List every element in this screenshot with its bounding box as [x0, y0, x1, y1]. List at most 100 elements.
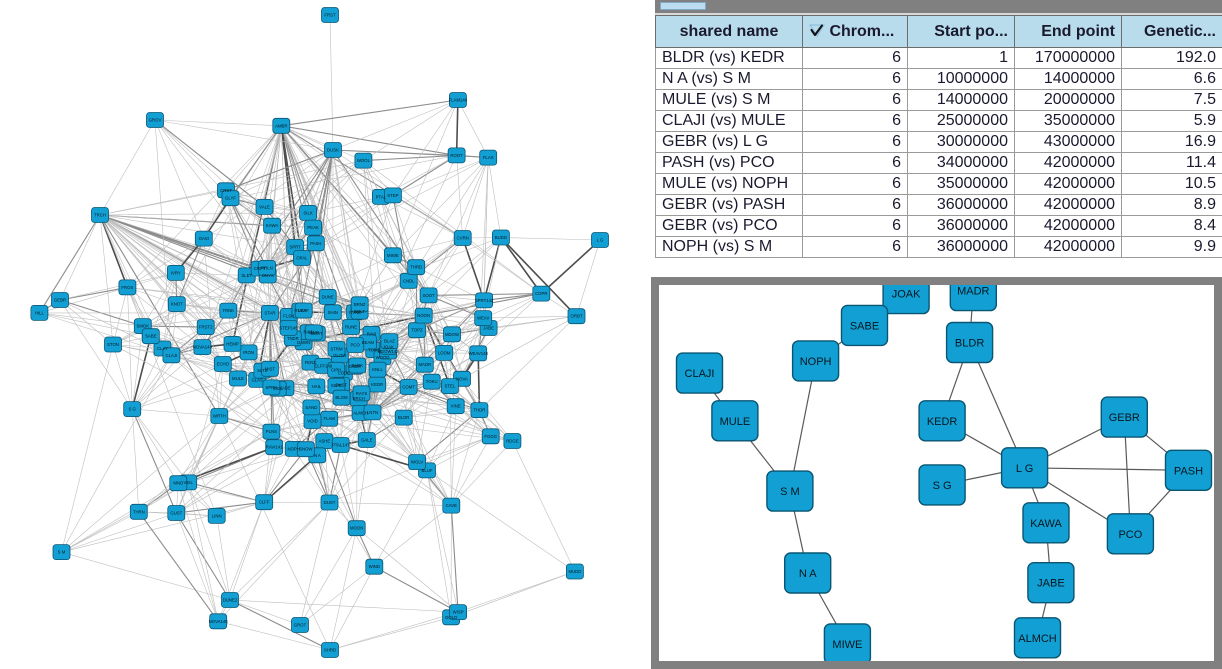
svg-text:KAWA: KAWA	[266, 223, 278, 228]
svg-text:STAR: STAR	[264, 310, 275, 315]
svg-text:PASH: PASH	[310, 241, 321, 246]
svg-text:SHRD: SHRD	[324, 648, 336, 653]
svg-text:SOOT: SOOT	[423, 293, 436, 298]
svg-text:LNTN: LNTN	[367, 410, 378, 415]
svg-text:SLVR: SLVR	[308, 330, 319, 335]
svg-text:JOAK: JOAK	[383, 344, 394, 349]
svg-text:JOAK: JOAK	[892, 289, 921, 301]
svg-text:CLAY: CLAY	[157, 346, 168, 351]
svg-text:VEIL: VEIL	[184, 480, 194, 485]
svg-text:MULE: MULE	[232, 376, 244, 381]
svg-text:GLOW: GLOW	[333, 353, 347, 358]
svg-text:SPRT142: SPRT142	[475, 298, 494, 303]
svg-text:LINN: LINN	[212, 513, 222, 518]
svg-text:TOPZ: TOPZ	[411, 328, 423, 333]
svg-text:GOLD: GOLD	[445, 615, 457, 620]
svg-text:KEDR: KEDR	[927, 416, 958, 428]
svg-text:MUDD: MUDD	[568, 569, 581, 574]
svg-text:CLFF: CLFF	[259, 500, 270, 505]
svg-text:SMOK: SMOK	[136, 324, 149, 329]
svg-text:PCO: PCO	[1118, 529, 1142, 541]
svg-text:ECHO: ECHO	[217, 362, 230, 367]
svg-text:NOVA144: NOVA144	[193, 345, 213, 350]
svg-text:S G: S G	[933, 480, 952, 492]
svg-text:MOON: MOON	[350, 526, 363, 531]
svg-text:FOGG: FOGG	[484, 434, 497, 439]
svg-text:SHIN: SHIN	[328, 310, 338, 315]
svg-text:ASHE: ASHE	[319, 439, 331, 444]
svg-text:GUST: GUST	[170, 511, 182, 516]
svg-text:S G: S G	[128, 407, 136, 412]
svg-text:SPRK: SPRK	[266, 385, 278, 390]
svg-text:THRN: THRN	[133, 509, 145, 514]
svg-text:BLUF: BLUF	[422, 468, 433, 473]
svg-text:ALMCH: ALMCH	[353, 410, 368, 415]
svg-text:CVRN: CVRN	[457, 236, 469, 241]
svg-text:DUNE2: DUNE2	[223, 598, 238, 603]
svg-text:BRNZ: BRNZ	[354, 302, 366, 307]
svg-text:TRNK: TRNK	[222, 308, 234, 313]
svg-text:COMT: COMT	[402, 385, 415, 390]
svg-text:RUNE: RUNE	[345, 325, 357, 330]
svg-text:PLNS: PLNS	[266, 429, 277, 434]
svg-text:BUDD: BUDD	[495, 235, 507, 240]
svg-text:KNLL: KNLL	[372, 367, 383, 372]
svg-text:MIWE: MIWE	[832, 639, 862, 651]
svg-text:MIST: MIST	[265, 366, 276, 371]
svg-text:STEP: STEP	[387, 193, 398, 198]
svg-text:GROV: GROV	[149, 118, 162, 123]
svg-text:FLSH: FLSH	[283, 313, 294, 318]
svg-text:SNOW: SNOW	[299, 447, 313, 452]
svg-text:BLAZ: BLAZ	[384, 339, 395, 344]
svg-text:FLAX: FLAX	[483, 155, 494, 160]
svg-text:SPRT: SPRT	[290, 245, 302, 250]
svg-text:WOOD: WOOD	[376, 355, 390, 360]
svg-text:TRCH: TRCH	[94, 213, 106, 218]
svg-text:CAVE: CAVE	[446, 503, 458, 508]
svg-text:TNDR: TNDR	[287, 336, 299, 341]
svg-text:ROOT: ROOT	[450, 153, 463, 158]
svg-text:PTAL147: PTAL147	[332, 443, 350, 448]
svg-text:PRLN: PRLN	[261, 265, 272, 270]
svg-text:MADR: MADR	[957, 286, 989, 298]
svg-text:NOVA140: NOVA140	[209, 619, 229, 624]
svg-text:S M: S M	[780, 486, 800, 498]
svg-text:GEBR: GEBR	[1109, 412, 1140, 424]
svg-text:PCO: PCO	[351, 343, 361, 348]
svg-text:IVRY: IVRY	[171, 270, 181, 275]
svg-text:BOLT: BOLT	[354, 309, 365, 314]
svg-text:RDGE: RDGE	[506, 439, 519, 444]
svg-text:TOKU: TOKU	[426, 379, 438, 384]
svg-text:WISP: WISP	[453, 610, 464, 615]
svg-text:NOPH: NOPH	[800, 356, 832, 368]
svg-text:GALE: GALE	[361, 438, 373, 443]
svg-text:BARK: BARK	[351, 363, 363, 368]
svg-text:STEP145: STEP145	[279, 325, 298, 330]
svg-text:PASH: PASH	[1174, 465, 1203, 477]
svg-text:WOLV: WOLV	[411, 460, 423, 465]
svg-text:CNDL: CNDL	[403, 278, 415, 283]
svg-text:GROT: GROT	[294, 623, 307, 628]
svg-text:HAIL: HAIL	[312, 384, 322, 389]
svg-text:MADR: MADR	[418, 362, 431, 367]
svg-text:WEAV: WEAV	[477, 316, 489, 321]
svg-text:GLYF: GLYF	[225, 196, 236, 201]
svg-text:NOVA: NOVA	[456, 376, 468, 381]
svg-text:HILL: HILL	[35, 310, 45, 315]
svg-text:NOPH: NOPH	[287, 446, 299, 451]
svg-text:ONYX: ONYX	[262, 273, 274, 278]
svg-text:WIND: WIND	[369, 564, 380, 569]
svg-text:VOID: VOID	[307, 419, 318, 424]
svg-text:VINE: VINE	[451, 404, 461, 409]
svg-text:BLDR: BLDR	[398, 415, 409, 420]
svg-text:DUST: DUST	[324, 500, 336, 505]
svg-text:THRD: THRD	[410, 265, 422, 270]
svg-text:L G: L G	[597, 238, 604, 243]
svg-text:RAVI141: RAVI141	[266, 445, 283, 450]
svg-text:FRST2: FRST2	[199, 325, 213, 330]
svg-text:DUSK: DUSK	[327, 148, 339, 153]
svg-text:MIWE: MIWE	[387, 253, 399, 258]
svg-text:NOON: NOON	[417, 313, 430, 318]
svg-text:MDOW143: MDOW143	[377, 349, 399, 354]
svg-text:SILK: SILK	[303, 210, 312, 215]
